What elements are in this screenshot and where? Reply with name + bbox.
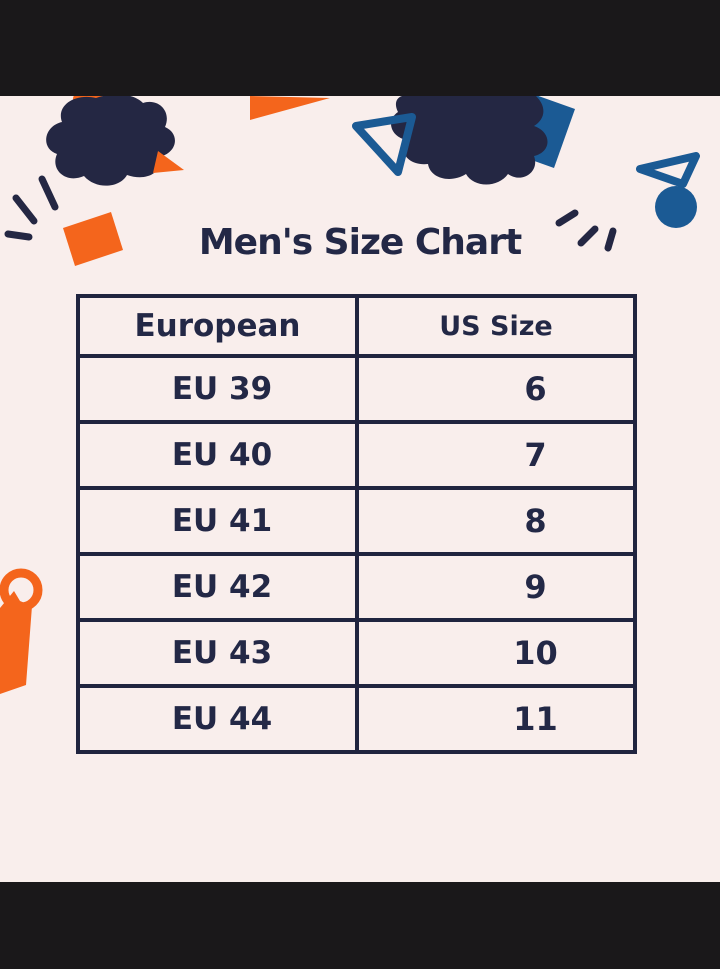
eu-size-cell: EU 39 (76, 354, 359, 424)
orange-square-left-icon (63, 212, 123, 266)
table-row: EU 44 11 (76, 684, 637, 754)
us-size-cell: 6 (355, 354, 637, 424)
eu-size-cell: EU 43 (76, 618, 359, 688)
spark-dashes-left-icon (4, 175, 59, 241)
table-row: EU 43 10 (76, 618, 637, 688)
table-header-row: European US Size (76, 294, 637, 358)
bottom-letterbox-bar (0, 882, 720, 969)
navy-blob-left-icon (46, 96, 175, 186)
us-size-cell: 10 (355, 618, 637, 688)
size-chart-table: European US Size EU 39 6 EU 40 7 EU 41 8… (76, 294, 637, 754)
top-letterbox-bar (0, 0, 720, 96)
table-row: EU 40 7 (76, 420, 637, 490)
size-chart-graphic: Men's Size Chart European US Size EU 39 … (0, 96, 720, 882)
us-size-cell: 11 (355, 684, 637, 754)
decorative-shapes (0, 96, 700, 694)
eu-size-cell: EU 41 (76, 486, 359, 556)
eu-size-cell: EU 44 (76, 684, 359, 754)
us-size-cell: 8 (355, 486, 637, 556)
table-row: EU 41 8 (76, 486, 637, 556)
eu-size-cell: EU 40 (76, 420, 359, 490)
medal-circle-icon (655, 186, 697, 228)
blue-triangle-outline-icon (352, 113, 416, 176)
us-size-cell: 9 (355, 552, 637, 622)
navy-blob-mid-icon (391, 96, 548, 185)
page-title: Men's Size Chart (198, 222, 522, 263)
orange-triangle-left-icon (153, 151, 184, 173)
medal-cone-outline-icon (636, 152, 700, 188)
column-header-us-size: US Size (355, 294, 637, 358)
orange-triangle-mid-icon (250, 96, 330, 120)
us-size-cell: 7 (355, 420, 637, 490)
eu-size-cell: EU 42 (76, 552, 359, 622)
orange-bag-icon (0, 591, 32, 694)
table-row: EU 42 9 (76, 552, 637, 622)
column-header-european: European (76, 294, 359, 358)
spark-dashes-right-icon (555, 209, 617, 252)
table-row: EU 39 6 (76, 354, 637, 424)
